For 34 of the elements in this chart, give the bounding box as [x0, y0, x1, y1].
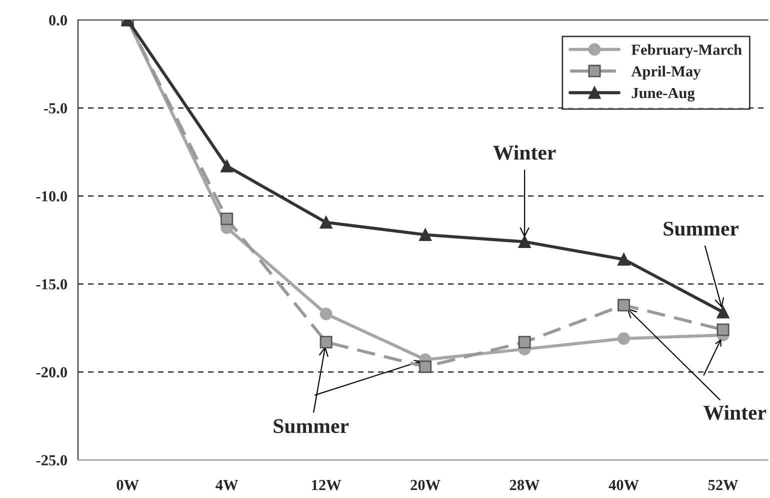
point	[518, 336, 531, 348]
annotation: Summer	[664, 222, 739, 236]
y-tick-label: -15.0	[36, 279, 67, 290]
y-tick-label: 0.0	[49, 15, 67, 26]
point	[618, 298, 630, 312]
point	[320, 216, 332, 229]
x-tick-label: 28W	[510, 480, 540, 490]
point	[220, 160, 234, 172]
point	[419, 360, 432, 373]
point	[419, 228, 432, 241]
point	[618, 253, 630, 266]
x-tick-label: 20W	[410, 480, 440, 490]
y-tick-label: -20.0	[36, 367, 67, 378]
x-tick-label: 12W	[312, 480, 342, 490]
x-tick-label: 0W	[116, 480, 139, 490]
annotation: Winter	[493, 145, 556, 160]
point	[320, 336, 332, 348]
point	[716, 324, 730, 336]
x-tick-label: 4W	[216, 480, 238, 490]
point	[618, 332, 630, 345]
annotation: Summer	[274, 419, 349, 434]
point	[716, 306, 730, 318]
y-tick-label: -10.0	[36, 191, 67, 202]
point	[220, 212, 234, 226]
x-tick-label: 52W	[708, 480, 738, 490]
legend-label: June-Aug	[632, 88, 695, 102]
legend-label: February-March	[631, 44, 742, 58]
y-tick-label: -5.0	[44, 103, 67, 114]
legend-label: April-May	[631, 66, 701, 80]
x-tick-label: 40W	[608, 480, 639, 490]
point	[320, 308, 332, 320]
annotation: Winter	[704, 405, 766, 420]
y-tick-label: -25.0	[36, 455, 67, 466]
point	[518, 236, 531, 248]
